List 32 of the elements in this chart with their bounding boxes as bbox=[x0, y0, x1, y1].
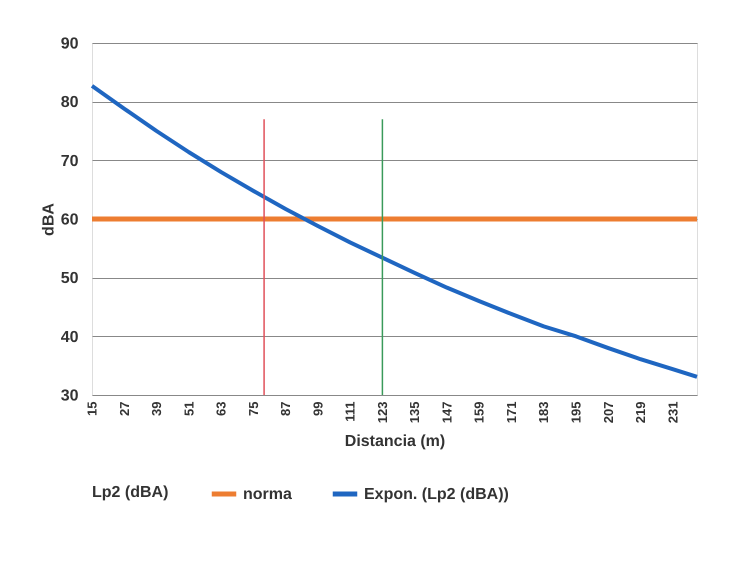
x-tick-label: 63 bbox=[214, 402, 229, 416]
x-tick-label: 183 bbox=[536, 402, 552, 424]
x-tick-label: 219 bbox=[633, 402, 648, 424]
x-tick-label: 171 bbox=[504, 402, 519, 424]
x-tick-label: 87 bbox=[278, 402, 294, 416]
x-tick-label: 51 bbox=[181, 402, 196, 416]
y-tick-label: 30 bbox=[60, 388, 79, 404]
x-tick-label: 99 bbox=[310, 402, 326, 416]
legend-title: Lp2 (dBA) bbox=[92, 484, 168, 501]
x-axis-title: Distancia (m) bbox=[344, 433, 446, 450]
y-tick-label: 50 bbox=[60, 270, 79, 288]
x-tick-label: 111 bbox=[342, 402, 358, 422]
legend-label: Expon. (Lp2 (dBA)) bbox=[364, 486, 509, 503]
x-tick-label: 147 bbox=[439, 402, 454, 424]
y-axis-title: dBA bbox=[40, 202, 58, 236]
x-tick-label: 75 bbox=[246, 402, 261, 416]
y-tick-label: 40 bbox=[60, 328, 79, 346]
y-tick-label: 70 bbox=[60, 152, 79, 170]
line-series bbox=[90, 84, 699, 379]
y-tick-label: 90 bbox=[60, 36, 79, 52]
x-tick-label: 123 bbox=[374, 402, 390, 424]
x-tick-label: 135 bbox=[407, 402, 422, 424]
y-tick-label: 80 bbox=[60, 94, 79, 112]
x-tick-label: 15 bbox=[84, 402, 100, 416]
x-tick-label: 159 bbox=[472, 402, 487, 424]
x-tick-label: 27 bbox=[116, 402, 132, 416]
x-tick-label: 207 bbox=[600, 402, 616, 424]
x-tick-label: 231 bbox=[665, 402, 680, 424]
x-tick-label: 195 bbox=[568, 402, 584, 424]
legend-label: norma bbox=[243, 486, 292, 503]
y-tick-label: 60 bbox=[60, 212, 79, 228]
x-tick-label: 39 bbox=[149, 402, 164, 416]
